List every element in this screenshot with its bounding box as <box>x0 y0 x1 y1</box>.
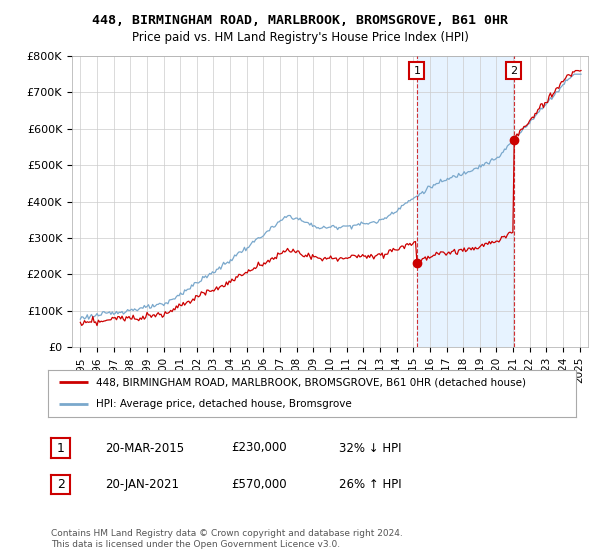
Text: 2: 2 <box>56 478 65 491</box>
Text: 26% ↑ HPI: 26% ↑ HPI <box>339 478 401 491</box>
Text: HPI: Average price, detached house, Bromsgrove: HPI: Average price, detached house, Brom… <box>95 399 351 409</box>
Text: Contains HM Land Registry data © Crown copyright and database right 2024.
This d: Contains HM Land Registry data © Crown c… <box>51 529 403 549</box>
Text: £230,000: £230,000 <box>231 441 287 455</box>
Text: 448, BIRMINGHAM ROAD, MARLBROOK, BROMSGROVE, B61 0HR: 448, BIRMINGHAM ROAD, MARLBROOK, BROMSGR… <box>92 14 508 27</box>
Text: 32% ↓ HPI: 32% ↓ HPI <box>339 441 401 455</box>
Text: Price paid vs. HM Land Registry's House Price Index (HPI): Price paid vs. HM Land Registry's House … <box>131 31 469 44</box>
Text: 1: 1 <box>56 441 65 455</box>
Text: 448, BIRMINGHAM ROAD, MARLBROOK, BROMSGROVE, B61 0HR (detached house): 448, BIRMINGHAM ROAD, MARLBROOK, BROMSGR… <box>95 377 526 388</box>
Text: £570,000: £570,000 <box>231 478 287 491</box>
Text: 20-MAR-2015: 20-MAR-2015 <box>105 441 184 455</box>
Text: 1: 1 <box>413 66 421 76</box>
Text: 2: 2 <box>511 66 517 76</box>
Text: 20-JAN-2021: 20-JAN-2021 <box>105 478 179 491</box>
Bar <box>417 56 514 347</box>
